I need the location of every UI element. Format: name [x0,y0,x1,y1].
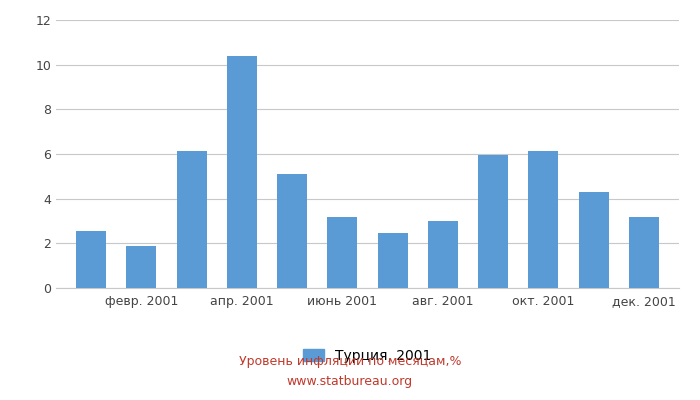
Bar [176,151,206,288]
Text: www.statbureau.org: www.statbureau.org [287,376,413,388]
Bar [126,246,157,288]
Bar [578,192,609,288]
Text: Уровень инфляции по месяцам,%: Уровень инфляции по месяцам,% [239,356,461,368]
Bar [328,216,358,288]
Bar [478,155,508,288]
Bar [277,174,307,288]
Bar [76,231,106,288]
Legend: Турция, 2001: Турция, 2001 [298,343,438,368]
Bar [227,56,257,288]
Bar [528,151,559,288]
Bar [377,233,407,288]
Bar [629,216,659,288]
Bar [428,221,458,288]
